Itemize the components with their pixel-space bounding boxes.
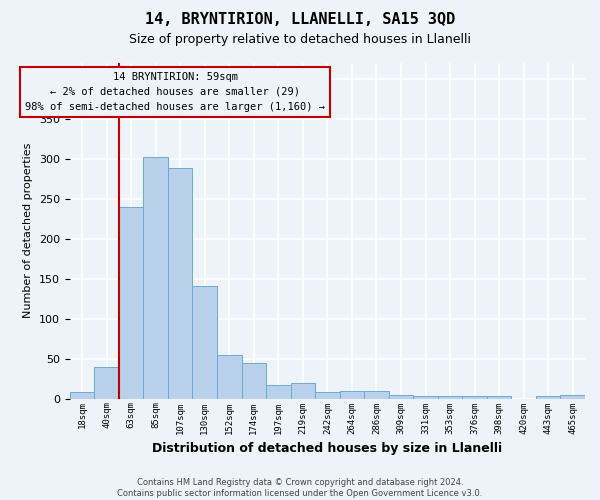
Bar	[536, 396, 560, 398]
Bar	[266, 385, 290, 398]
Y-axis label: Number of detached properties: Number of detached properties	[23, 143, 34, 318]
Bar	[340, 392, 364, 398]
Bar	[70, 392, 94, 398]
Bar	[560, 394, 585, 398]
Bar	[242, 364, 266, 398]
Bar	[364, 392, 389, 398]
Bar	[389, 394, 413, 398]
Bar	[217, 356, 242, 399]
Bar	[290, 384, 315, 398]
Bar	[168, 168, 193, 398]
Bar	[143, 157, 168, 398]
Text: Size of property relative to detached houses in Llanelli: Size of property relative to detached ho…	[129, 32, 471, 46]
Text: 14, BRYNTIRION, LLANELLI, SA15 3QD: 14, BRYNTIRION, LLANELLI, SA15 3QD	[145, 12, 455, 28]
Bar	[438, 396, 463, 398]
Bar	[119, 206, 143, 398]
Bar	[315, 392, 340, 398]
Bar	[193, 286, 217, 399]
Bar	[487, 396, 511, 398]
Text: Contains HM Land Registry data © Crown copyright and database right 2024.
Contai: Contains HM Land Registry data © Crown c…	[118, 478, 482, 498]
Text: 14 BRYNTIRION: 59sqm
← 2% of detached houses are smaller (29)
98% of semi-detach: 14 BRYNTIRION: 59sqm ← 2% of detached ho…	[25, 72, 325, 112]
Bar	[463, 396, 487, 398]
X-axis label: Distribution of detached houses by size in Llanelli: Distribution of detached houses by size …	[152, 442, 502, 455]
Bar	[413, 396, 438, 398]
Bar	[94, 368, 119, 398]
